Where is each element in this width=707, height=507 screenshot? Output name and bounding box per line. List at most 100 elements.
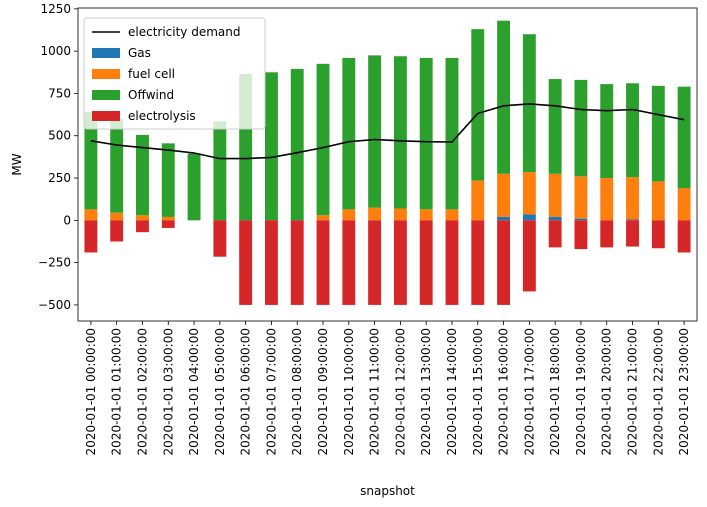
bar-offwind — [419, 57, 433, 210]
bar-electrolysis — [368, 220, 382, 305]
bar-electrolysis — [136, 220, 149, 233]
bar-electrolysis — [626, 220, 639, 247]
legend-label: Offwind — [128, 88, 174, 102]
bar-electrolysis — [497, 220, 511, 305]
bar-fuel-cell — [342, 209, 356, 221]
bar-offwind — [677, 86, 691, 189]
bar-fuel-cell — [445, 209, 459, 221]
x-tick-label: 2020-01-01 03:00:00 — [161, 328, 175, 455]
x-tick-label: 2020-01-01 23:00:00 — [677, 328, 691, 455]
legend-label: fuel cell — [128, 67, 175, 81]
legend-box — [83, 17, 266, 130]
bar-electrolysis — [393, 220, 407, 305]
bar-electrolysis — [213, 220, 227, 257]
bars-layer — [84, 20, 691, 305]
x-tick-label: 2020-01-01 19:00:00 — [574, 328, 588, 455]
bar-electrolysis — [342, 220, 356, 305]
bar-offwind — [626, 83, 639, 178]
x-tick-label: 2020-01-01 05:00:00 — [213, 328, 227, 455]
x-tick-label: 2020-01-01 22:00:00 — [651, 328, 665, 455]
legend-swatch — [92, 48, 120, 58]
y-axis-label: MW — [10, 153, 24, 175]
bar-offwind — [574, 79, 588, 177]
bar-offwind — [445, 57, 459, 210]
legend-label: electricity demand — [128, 25, 241, 39]
bar-fuel-cell — [84, 209, 98, 221]
x-tick-label: 2020-01-01 20:00:00 — [600, 328, 614, 455]
bar-electrolysis — [548, 220, 562, 248]
legend-label: electrolysis — [128, 109, 196, 123]
x-tick-label: 2020-01-01 09:00:00 — [316, 328, 330, 455]
bar-fuel-cell — [368, 207, 382, 221]
x-tick-label: 2020-01-01 15:00:00 — [471, 328, 485, 455]
bar-electrolysis — [574, 220, 588, 250]
y-tick-label: 500 — [48, 129, 71, 143]
bar-gas — [574, 218, 588, 221]
x-tick-label: 2020-01-01 11:00:00 — [368, 328, 382, 455]
y-tick-label: −250 — [38, 256, 71, 270]
bar-offwind — [471, 29, 485, 181]
x-tick-label: 2020-01-01 04:00:00 — [187, 328, 201, 455]
x-tick-label: 2020-01-01 12:00:00 — [393, 328, 407, 455]
bar-fuel-cell — [497, 173, 511, 217]
bar-electrolysis — [264, 220, 278, 305]
bar-electrolysis — [316, 220, 330, 305]
legend-swatch — [92, 111, 120, 121]
legend-swatch — [92, 69, 120, 79]
bar-electrolysis — [419, 220, 433, 305]
x-axis: 2020-01-01 00:00:00 2020-01-01 01:00:00 20… — [84, 321, 691, 455]
legend-label: Gas — [128, 46, 151, 60]
bar-offwind — [548, 79, 562, 174]
bar-electrolysis — [651, 220, 665, 249]
bar-offwind — [316, 63, 330, 216]
bar-fuel-cell — [471, 180, 485, 221]
bar-fuel-cell — [316, 215, 330, 221]
y-tick-label: −500 — [38, 298, 71, 312]
bar-offwind — [290, 68, 304, 221]
bar-offwind — [84, 112, 98, 210]
bar-fuel-cell — [522, 172, 536, 215]
bar-fuel-cell — [677, 188, 691, 221]
bar-fuel-cell — [651, 181, 665, 221]
bar-electrolysis — [110, 220, 124, 242]
bar-offwind — [187, 153, 201, 221]
bar-offwind — [368, 55, 382, 208]
plot-frame — [77, 7, 698, 322]
bar-gas — [497, 216, 511, 221]
x-tick-label: 2020-01-01 16:00:00 — [497, 328, 511, 455]
x-tick-label: 2020-01-01 07:00:00 — [264, 328, 278, 455]
demand-line — [90, 103, 685, 160]
bar-gas — [522, 214, 536, 221]
bar-fuel-cell — [136, 215, 149, 221]
bar-gas — [626, 219, 639, 221]
bar-electrolysis — [290, 220, 304, 305]
bar-offwind — [393, 56, 407, 209]
bar-offwind — [497, 20, 511, 174]
bar-offwind — [110, 118, 124, 213]
bar-electrolysis — [677, 220, 691, 253]
x-tick-label: 2020-01-01 18:00:00 — [548, 328, 562, 455]
bar-fuel-cell — [419, 209, 433, 221]
bar-electrolysis — [84, 220, 98, 253]
bar-offwind — [264, 72, 278, 221]
bar-electrolysis — [522, 220, 536, 292]
x-tick-label: 2020-01-01 01:00:00 — [110, 328, 124, 455]
y-tick-label: 250 — [48, 171, 71, 185]
bar-offwind — [161, 143, 175, 217]
bar-electrolysis — [239, 220, 253, 305]
x-tick-label: 2020-01-01 10:00:00 — [342, 328, 356, 455]
legend-swatch — [92, 90, 120, 100]
bar-fuel-cell — [600, 178, 614, 221]
bar-fuel-cell — [161, 216, 175, 221]
x-axis-label: snapshot — [360, 484, 415, 498]
bar-fuel-cell — [548, 173, 562, 217]
x-tick-label: 2020-01-01 17:00:00 — [522, 328, 536, 455]
x-tick-label: 2020-01-01 00:00:00 — [84, 328, 98, 455]
bar-fuel-cell — [626, 177, 639, 220]
legend: electricity demand Gas fuel cell Offwind ele… — [83, 17, 266, 130]
bar-fuel-cell — [393, 208, 407, 221]
x-tick-label: 2020-01-01 06:00:00 — [239, 328, 253, 455]
y-tick-label: 1250 — [40, 2, 71, 16]
bar-electrolysis — [471, 220, 485, 305]
